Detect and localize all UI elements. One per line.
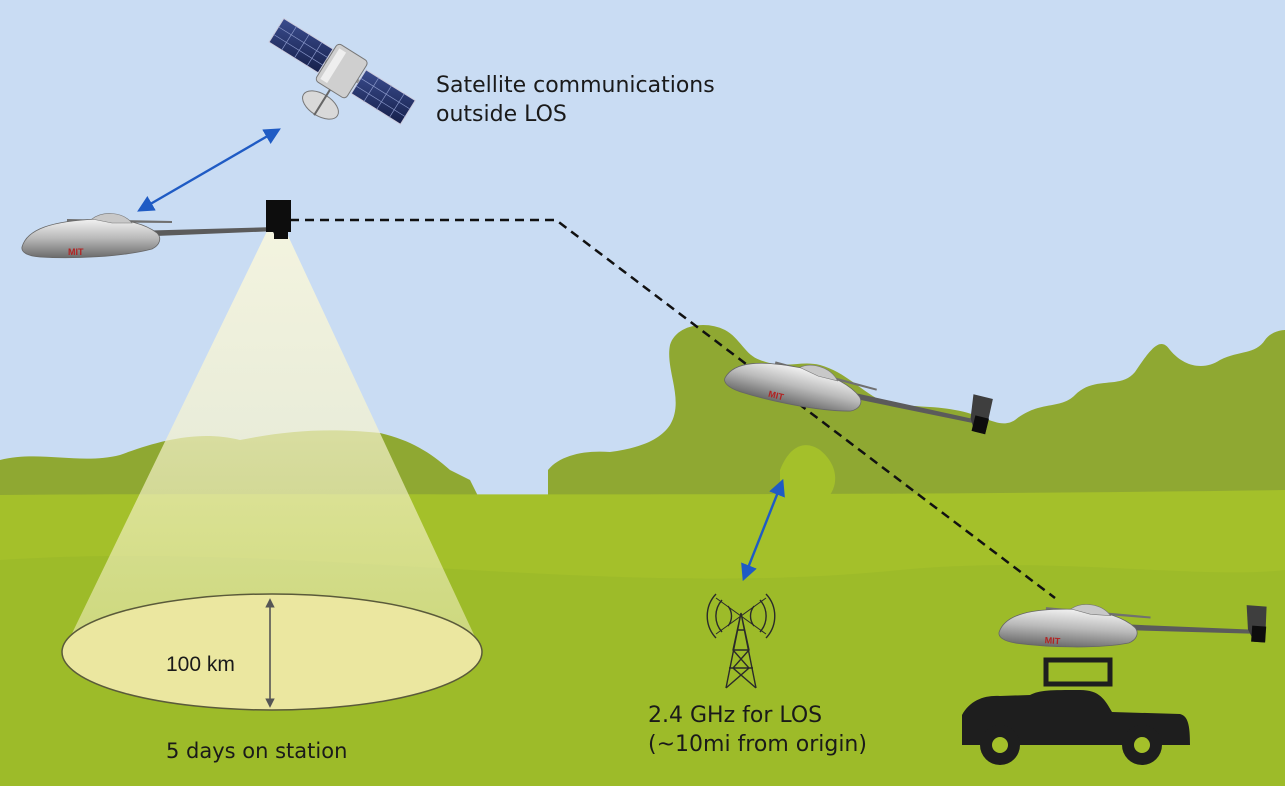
svg-text:MIT: MIT <box>1044 635 1061 646</box>
rock-formation <box>548 325 1285 500</box>
svg-text:MIT: MIT <box>767 389 785 403</box>
satellite-comms-label-line1: Satellite communications <box>436 73 715 98</box>
los-link-arrow <box>741 478 785 582</box>
radio-tower-icon <box>706 593 776 689</box>
camera-pod-icon <box>266 200 291 232</box>
satellite-comms-label: Satellite communications outside LOS <box>436 71 715 129</box>
range-label: 100 km <box>166 653 235 676</box>
sensor-beam <box>63 225 482 652</box>
uav-icon: MIT <box>21 202 289 259</box>
rock-cave <box>780 445 836 495</box>
los-radio-label: 2.4 GHz for LOS (~10mi from origin) <box>648 701 867 759</box>
endurance-label: 5 days on station <box>166 739 348 763</box>
svg-text:MIT: MIT <box>68 247 84 257</box>
flight-path <box>290 218 1056 599</box>
satellite-icon <box>268 17 416 125</box>
coverage-ellipse <box>61 593 483 711</box>
uav-icon: MIT <box>721 334 995 453</box>
los-radio-label-line1: 2.4 GHz for LOS <box>648 703 823 728</box>
uav-icon: MIT <box>997 587 1269 662</box>
satellite-comms-label-line2: outside LOS <box>436 102 567 127</box>
truck-icon <box>962 657 1190 765</box>
los-radio-label-line2: (~10mi from origin) <box>648 732 867 757</box>
satcom-link-arrow <box>137 128 281 212</box>
